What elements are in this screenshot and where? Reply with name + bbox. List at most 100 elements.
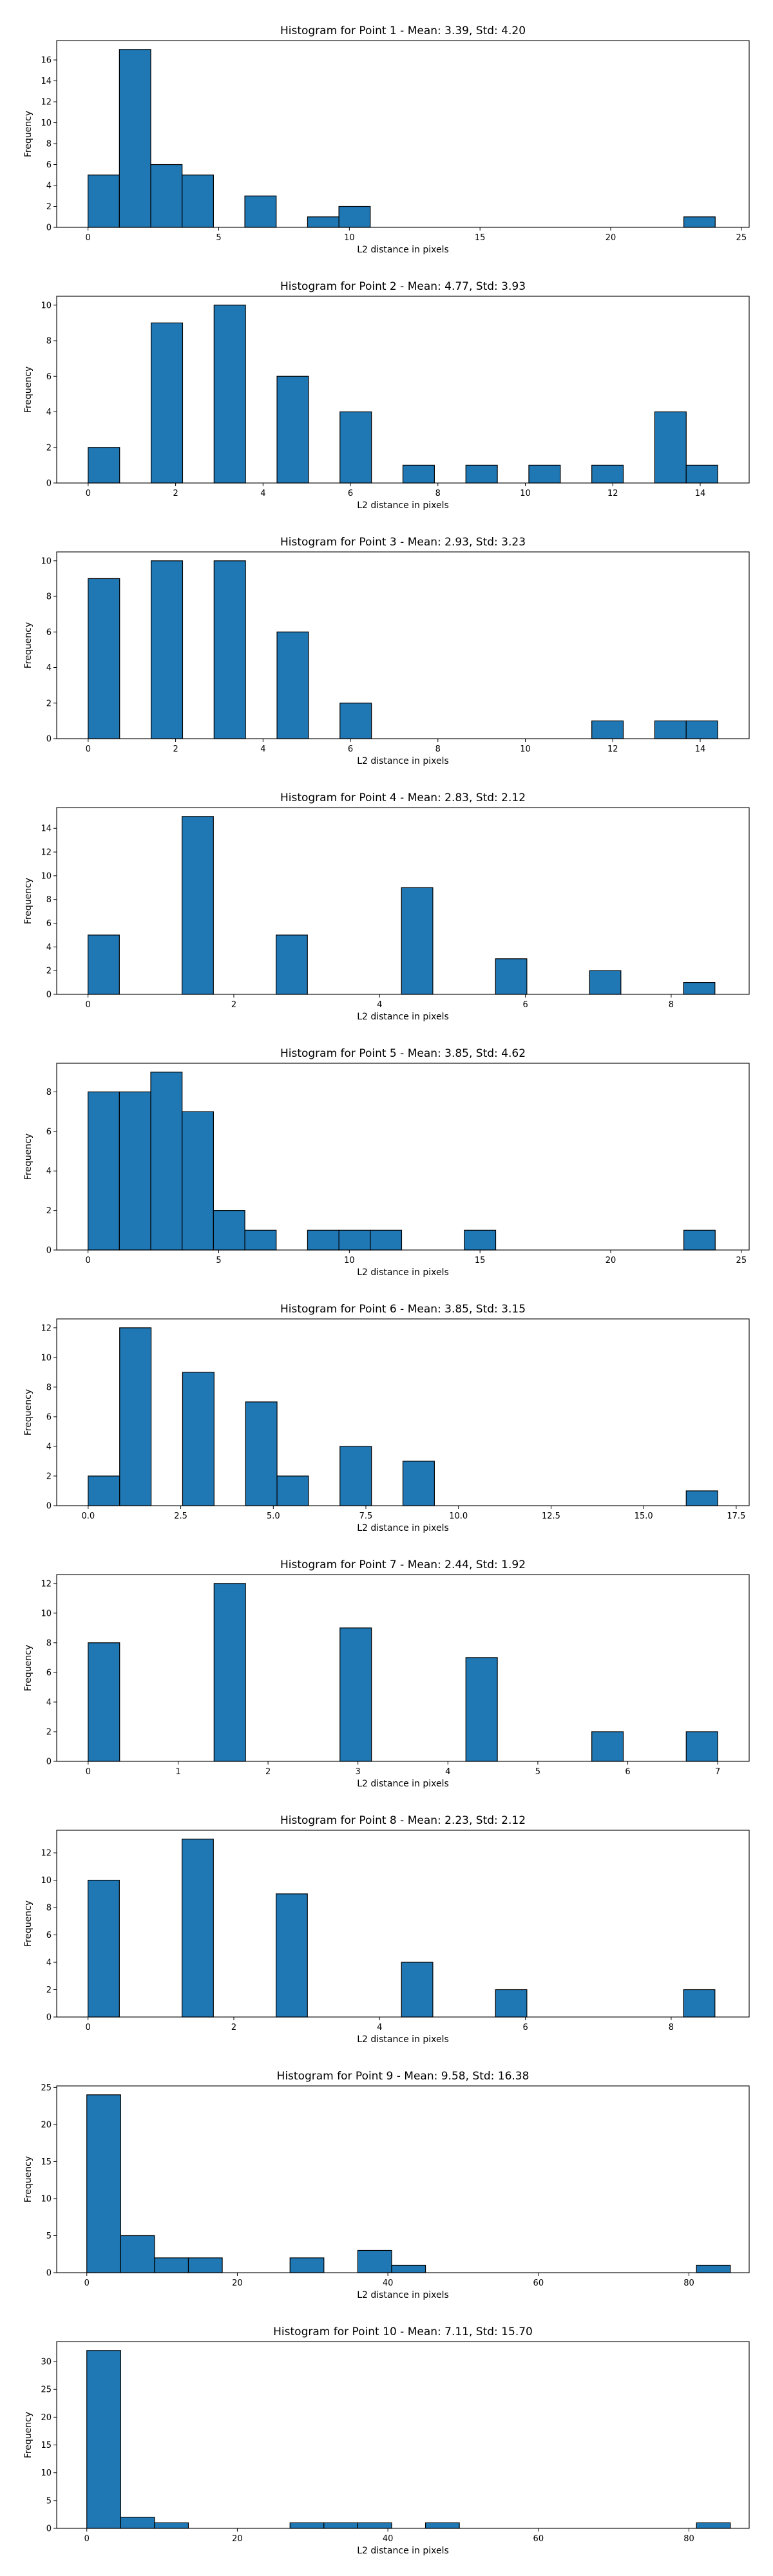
y-tick-label: 10	[41, 871, 52, 881]
x-tick-label: 8	[669, 2023, 674, 2032]
x-tick-label: 10	[520, 489, 531, 498]
y-tick-label: 4	[46, 182, 52, 191]
y-tick-label: 10	[41, 556, 52, 566]
y-tick-label: 6	[46, 1931, 52, 1940]
x-axis-label: L2 distance in pixels	[357, 1523, 449, 1533]
histogram-bar	[402, 464, 435, 484]
y-tick-label: 4	[46, 1698, 52, 1707]
x-tick-label: 4	[260, 489, 265, 498]
y-tick-label: 0	[46, 223, 52, 233]
y-tick-label: 8	[46, 1088, 52, 1097]
histogram-bar	[289, 2257, 325, 2273]
chart-title: Histogram for Point 2 - Mean: 4.77, Std:…	[280, 280, 526, 293]
histogram-panel-9: Histogram for Point 9 - Mean: 9.58, Std:…	[23, 2070, 750, 2300]
x-tick-label: 10	[520, 744, 531, 754]
x-tick-label: 60	[533, 2534, 544, 2544]
x-tick-label: 0	[84, 2278, 90, 2288]
y-axis-label: Frequency	[23, 1645, 33, 1691]
histogram-bar	[339, 1446, 372, 1506]
y-tick-label: 0	[46, 735, 52, 744]
histogram-panel-4: Histogram for Point 4 - Mean: 2.83, Std:…	[23, 791, 750, 1022]
chart-title: Histogram for Point 10 - Mean: 7.11, Std…	[273, 2325, 533, 2338]
y-tick-label: 10	[41, 1609, 52, 1618]
y-tick-label: 4	[46, 1442, 52, 1452]
bars	[88, 816, 716, 995]
histogram-bar	[465, 1657, 498, 1762]
histogram-bar	[401, 887, 434, 995]
x-axis-label: L2 distance in pixels	[357, 1012, 449, 1022]
chart-title: Histogram for Point 9 - Mean: 9.58, Std:…	[277, 2070, 530, 2083]
x-tick-label: 6	[348, 744, 353, 754]
y-tick-label: 4	[46, 663, 52, 673]
histogram-bar	[683, 1989, 716, 2018]
x-tick-label: 2	[231, 2023, 236, 2032]
y-axis: 0 2 4 6 8 10 12	[41, 1579, 57, 1767]
y-axis: 0 2 4 6 8 10 12 14	[41, 824, 57, 1000]
histogram-bar	[276, 375, 309, 484]
x-tick-label: 17.5	[727, 1511, 745, 1521]
histogram-bar	[401, 1962, 434, 2018]
x-tick-label: 12	[607, 744, 618, 754]
x-axis: 0 5 10 15 20 25	[86, 1250, 747, 1265]
plot-frame	[56, 551, 750, 739]
x-tick-label: 0	[86, 744, 91, 754]
y-axis-label: Frequency	[23, 2412, 33, 2458]
y-tick-label: 10	[41, 301, 52, 310]
x-tick-label: 20	[606, 1256, 616, 1265]
histogram-bar	[119, 1327, 152, 1506]
bars	[88, 49, 716, 228]
histogram-panel-1: Histogram for Point 1 - Mean: 3.39, Std:…	[23, 24, 750, 255]
x-tick-label: 20	[232, 2278, 243, 2288]
y-tick-label: 4	[46, 943, 52, 952]
histogram-bar	[276, 934, 308, 995]
x-axis-label: L2 distance in pixels	[357, 1267, 449, 1278]
histogram-bar	[495, 1989, 528, 2018]
y-axis: 0 2 4 6 8	[46, 1088, 57, 1256]
plot-frame	[56, 1830, 750, 2018]
y-tick-label: 0	[46, 990, 52, 1000]
histogram-bar	[88, 578, 120, 739]
x-tick-label: 7.5	[359, 1511, 373, 1521]
x-tick-label: 14	[695, 744, 706, 754]
histogram-bar	[654, 720, 687, 739]
histogram-bar	[528, 464, 561, 484]
x-tick-label: 20	[232, 2534, 243, 2544]
plot-frame	[56, 40, 750, 228]
x-tick-label: 5.0	[267, 1511, 280, 1521]
x-tick-label: 0	[86, 489, 91, 498]
y-axis-label: Frequency	[23, 2156, 33, 2202]
y-tick-label: 8	[46, 1638, 52, 1648]
y-axis: 0 5 10 15 20 25 30	[41, 2358, 57, 2534]
histogram-bar	[276, 1475, 309, 1506]
histogram-bar	[696, 2522, 731, 2529]
x-tick-label: 4	[377, 2023, 382, 2032]
y-tick-label: 16	[41, 56, 52, 66]
histogram-bar	[182, 175, 214, 228]
y-tick-label: 4	[46, 1958, 52, 1968]
histogram-panel-3: Histogram for Point 3 - Mean: 2.93, Std:…	[23, 536, 750, 766]
x-tick-label: 20	[606, 233, 616, 243]
plot-frame	[56, 1574, 750, 1762]
histogram-bar	[88, 1642, 120, 1762]
y-tick-label: 6	[46, 1668, 52, 1678]
x-tick-label: 8	[435, 489, 441, 498]
x-tick-label: 12	[607, 489, 618, 498]
chart-title: Histogram for Point 8 - Mean: 2.23, Std:…	[280, 1814, 526, 1827]
histogram-bar	[339, 1627, 372, 1762]
histogram-bar	[213, 1583, 246, 1762]
chart-title: Histogram for Point 1 - Mean: 3.39, Std:…	[280, 24, 526, 37]
y-tick-label: 8	[46, 140, 52, 149]
y-axis: 0 2 4 6 8 10 12	[41, 1323, 57, 1511]
y-tick-label: 2	[46, 202, 52, 212]
histogram-bar	[425, 2522, 460, 2529]
x-tick-label: 0	[86, 1767, 91, 1777]
x-tick-label: 8	[669, 1000, 674, 1010]
histogram-bar	[685, 464, 718, 484]
y-axis-label: Frequency	[23, 111, 33, 157]
histogram-bar	[685, 1731, 718, 1762]
histogram-bar	[119, 1091, 151, 1251]
y-tick-label: 0	[46, 1246, 52, 1256]
y-axis-label: Frequency	[23, 878, 33, 924]
y-tick-label: 10	[41, 1876, 52, 1886]
